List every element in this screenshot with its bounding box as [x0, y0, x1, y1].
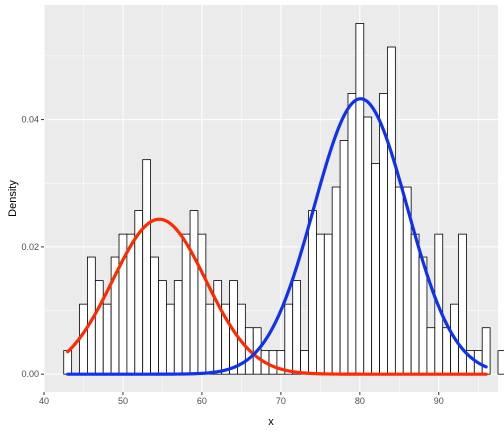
histogram-bar	[347, 93, 357, 375]
histogram-bar	[165, 303, 175, 375]
x-tick-label: 90	[434, 396, 444, 406]
histogram-bar	[205, 303, 215, 375]
histogram-bar	[387, 46, 396, 375]
histogram-bar	[308, 210, 317, 375]
histogram-bars	[63, 23, 504, 375]
histogram-bar	[173, 280, 183, 375]
x-tick-label: 60	[197, 396, 207, 406]
histogram-bar	[394, 186, 404, 375]
y-axis-title: Density	[7, 180, 19, 217]
histogram-bar	[197, 233, 207, 375]
density-curve	[66, 97, 488, 376]
x-tick-label: 80	[355, 396, 365, 406]
histogram-bar	[158, 280, 167, 375]
y-tick-label: 0.04	[21, 115, 39, 125]
histogram-bar	[497, 350, 504, 375]
histogram-bar	[102, 303, 112, 375]
x-tick-label: 40	[39, 396, 49, 406]
histogram-bar	[268, 350, 278, 375]
histogram-bar	[363, 116, 373, 375]
density-curves	[66, 97, 488, 376]
density-curve	[66, 217, 488, 376]
histogram-bar	[126, 233, 136, 375]
x-axis: 40 50 60 70 80 90	[39, 392, 444, 406]
histogram-bar	[323, 233, 333, 375]
histogram-bar	[339, 140, 349, 375]
x-axis-title: x	[268, 416, 274, 428]
histogram-bar	[355, 23, 365, 375]
x-tick-label: 70	[276, 396, 286, 406]
histogram-bar	[181, 233, 191, 375]
histogram-bar	[189, 210, 199, 375]
histogram-bar	[426, 327, 436, 375]
histogram-bar	[292, 280, 302, 375]
histogram-bar	[331, 186, 341, 375]
histogram-bar	[410, 233, 420, 375]
histogram-bar	[315, 233, 325, 375]
histogram-bar	[300, 350, 309, 375]
histogram-bar	[442, 327, 452, 375]
y-tick-label: 0.00	[21, 369, 39, 379]
histogram-bar	[213, 280, 223, 375]
histogram-bar	[94, 280, 104, 375]
histogram-bar	[63, 350, 73, 375]
x-tick-label: 50	[118, 396, 128, 406]
histogram-bar	[142, 159, 151, 375]
y-tick-label: 0.02	[21, 242, 39, 252]
histogram-bar	[371, 163, 380, 375]
y-axis: 0.00 0.02 0.04	[21, 115, 44, 379]
histogram-bar	[284, 303, 294, 375]
histogram-bar	[150, 256, 159, 375]
